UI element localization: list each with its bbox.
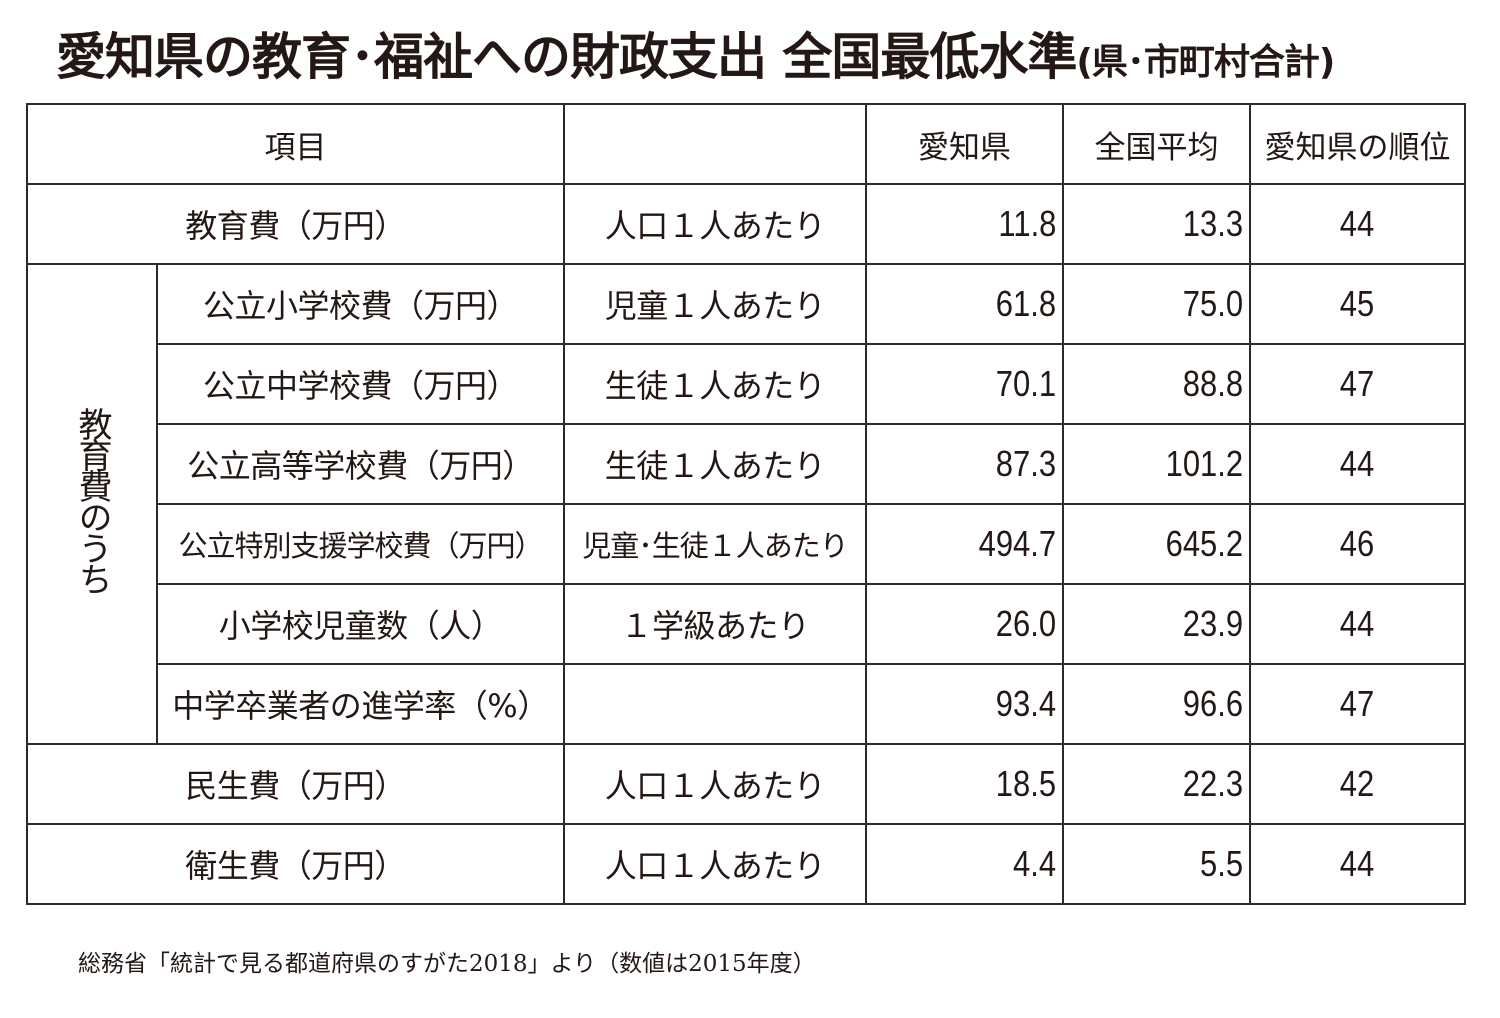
table-row: 教育費（万円） 人口１人あたり 11.8 13.3 44 [26, 183, 1466, 265]
table-row: 衛生費（万円） 人口１人あたり 4.4 5.5 44 [26, 823, 1466, 905]
header-item: 項目 [26, 103, 565, 185]
row-national-value: 96.6 [1062, 663, 1251, 745]
header-national-average: 全国平均 [1062, 103, 1251, 185]
row-item: 公立高等学校費（万円） [156, 423, 565, 505]
table-row: 公立高等学校費（万円） 生徒１人あたり 87.3 101.2 44 [27, 423, 1466, 505]
row-national-value: 101.2 [1062, 423, 1251, 505]
header-basis [563, 103, 867, 185]
row-item: 中学卒業者の進学率（%） [156, 663, 565, 745]
row-national-value: 13.3 [1062, 183, 1251, 265]
table-row: 公立特別支援学校費（万円） 児童･生徒１人あたり 494.7 645.2 46 [27, 503, 1466, 585]
row-basis: 人口１人あたり [563, 823, 867, 905]
row-aichi-value: 18.5 [865, 743, 1064, 825]
row-rank: 42 [1249, 743, 1466, 825]
row-national-value: 22.3 [1062, 743, 1251, 825]
row-aichi-value: 93.4 [865, 663, 1064, 745]
table-row: 教育費のうち 公立小学校費（万円） 児童１人あたり 61.8 75.0 45 [26, 263, 1466, 745]
row-item: 小学校児童数（人） [156, 583, 565, 665]
row-item: 教育費（万円） [26, 183, 565, 265]
row-rank: 46 [1249, 503, 1466, 585]
row-rank: 44 [1249, 183, 1466, 265]
row-national-value: 645.2 [1062, 503, 1251, 585]
row-basis: 生徒１人あたり [563, 423, 867, 505]
row-rank: 47 [1249, 343, 1466, 425]
title-main: 愛知県の教育･福祉への財政支出 全国最低水準 [56, 28, 1077, 86]
group-label: 教育費のうち [72, 407, 112, 593]
row-aichi-value: 87.3 [865, 423, 1064, 505]
row-national-value: 5.5 [1062, 823, 1251, 905]
table-row: 小学校児童数（人） １学級あたり 26.0 23.9 44 [27, 583, 1466, 665]
row-item: 衛生費（万円） [26, 823, 565, 905]
row-aichi-value: 11.8 [865, 183, 1064, 265]
header-aichi: 愛知県 [865, 103, 1064, 185]
row-basis: 児童･生徒１人あたり [563, 503, 867, 585]
row-basis: １学級あたり [563, 583, 867, 665]
table-row: 中学卒業者の進学率（%） 93.4 96.6 47 [27, 663, 1466, 745]
table-row: 民生費（万円） 人口１人あたり 18.5 22.3 42 [26, 743, 1466, 825]
row-item: 公立特別支援学校費（万円） [156, 503, 565, 585]
row-national-value: 88.8 [1062, 343, 1251, 425]
row-national-value: 75.0 [1062, 263, 1251, 345]
row-rank: 47 [1249, 663, 1466, 745]
row-rank: 45 [1249, 263, 1466, 345]
statistics-table: 項目 愛知県 全国平均 愛知県の順位 教育費（万円） 人口１人あたり 11.8 … [26, 103, 1466, 905]
source-footnote: 総務省「統計で見る都道府県のすがた2018」より（数値は2015年度） [78, 951, 816, 977]
table-header-row: 項目 愛知県 全国平均 愛知県の順位 [26, 103, 1466, 185]
row-aichi-value: 70.1 [865, 343, 1064, 425]
row-item: 公立小学校費（万円） [156, 263, 565, 345]
group-label-cell: 教育費のうち [26, 263, 158, 745]
row-item: 民生費（万円） [26, 743, 565, 825]
row-aichi-value: 494.7 [865, 503, 1064, 585]
row-item: 公立中学校費（万円） [156, 343, 565, 425]
row-aichi-value: 61.8 [865, 263, 1064, 345]
row-national-value: 23.9 [1062, 583, 1251, 665]
table-row: 公立中学校費（万円） 生徒１人あたり 70.1 88.8 47 [27, 343, 1466, 425]
row-rank: 44 [1249, 423, 1466, 505]
title-subtitle: (県･市町村合計) [1076, 42, 1335, 83]
row-aichi-value: 26.0 [865, 583, 1064, 665]
row-basis: 生徒１人あたり [563, 343, 867, 425]
row-aichi-value: 4.4 [865, 823, 1064, 905]
page-title: 愛知県の教育･福祉への財政支出 全国最低水準(県･市町村合計) [56, 14, 1335, 100]
row-basis [563, 663, 867, 745]
row-rank: 44 [1249, 583, 1466, 665]
row-basis: 人口１人あたり [563, 743, 867, 825]
row-basis: 児童１人あたり [563, 263, 867, 345]
row-rank: 44 [1249, 823, 1466, 905]
header-aichi-rank: 愛知県の順位 [1249, 103, 1466, 185]
row-basis: 人口１人あたり [563, 183, 867, 265]
